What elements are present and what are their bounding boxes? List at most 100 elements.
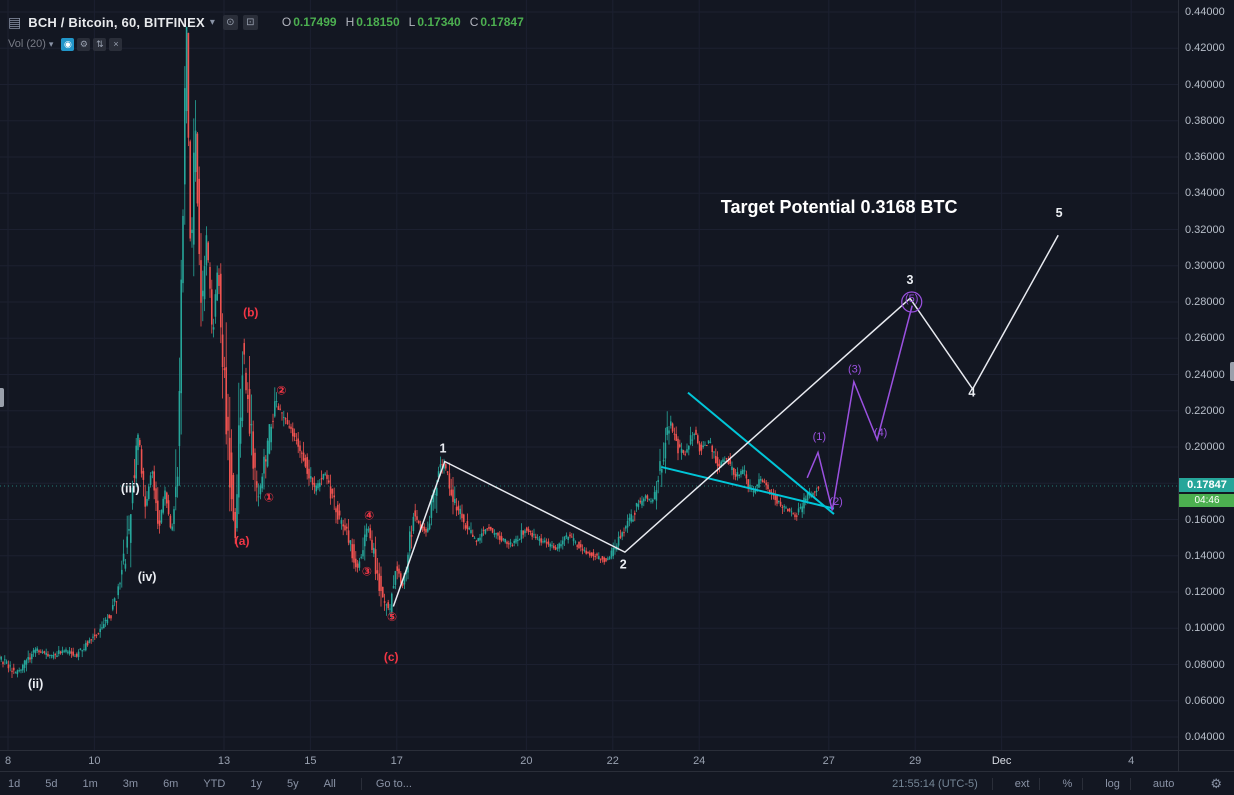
arrows-icon[interactable]: ⇅ <box>93 37 107 51</box>
goto-button[interactable]: Go to... <box>375 777 412 790</box>
close-icon[interactable]: × <box>109 37 123 51</box>
price-tick: 0.42000 <box>1185 42 1225 55</box>
price-tick: 0.38000 <box>1185 114 1225 127</box>
purple-elliott-path[interactable] <box>806 305 913 511</box>
clock[interactable]: 21:55:14 (UTC-5) <box>892 777 978 790</box>
compare-icon[interactable]: ⊙ <box>222 14 238 30</box>
purple-wave-label[interactable]: (3) <box>848 364 861 376</box>
range-button-1y[interactable]: 1y <box>250 777 262 790</box>
right-panel-handle[interactable] <box>1230 362 1234 381</box>
range-button-ytd[interactable]: YTD <box>203 777 226 790</box>
white-elliott-path[interactable] <box>392 234 1059 607</box>
divider <box>1039 777 1041 790</box>
time-tick: Dec <box>991 755 1012 767</box>
purple-wave-label[interactable]: (4) <box>874 427 887 439</box>
price-tick: 0.08000 <box>1185 658 1225 671</box>
candle-countdown-badge: 04:46 <box>1179 494 1234 508</box>
range-button-all[interactable]: All <box>323 777 336 790</box>
white-wave-label[interactable]: 2 <box>620 557 627 571</box>
indicator-row: Vol (20) ▾ ◉ ⚙ ⇅ × <box>8 37 125 51</box>
bottom-toolbar: 1d 5d 1m 3m 6m YTD 1y 5y All Go to... 21… <box>0 771 1234 795</box>
divider <box>360 777 362 790</box>
red-wave-label[interactable]: (a) <box>235 534 250 548</box>
symbol-title[interactable]: BCH / Bitcoin, 60, BITFINEX <box>28 14 205 30</box>
snapshot-icon[interactable]: ⊡ <box>242 14 258 30</box>
current-price-badge: 0.17847 <box>1179 478 1234 493</box>
price-tick: 0.10000 <box>1185 622 1225 635</box>
red-wave-label[interactable]: (c) <box>384 650 399 664</box>
time-tick: 24 <box>693 755 706 767</box>
red-wave-label[interactable]: ① <box>264 490 274 504</box>
time-tick: 17 <box>390 755 403 767</box>
price-tick: 0.30000 <box>1185 259 1225 272</box>
time-axis[interactable]: 8 10 13 15 17 20 22 24 27 29 Dec 4 <box>0 750 1178 772</box>
price-axis[interactable]: 0.17847 04:46 0.44000 0.42000 0.40000 0.380… <box>1178 0 1234 750</box>
left-panel-handle[interactable] <box>0 388 4 407</box>
price-tick: 0.26000 <box>1185 332 1225 345</box>
high-value: 0.18150 <box>356 15 400 29</box>
cyan-trendline[interactable] <box>660 465 835 510</box>
target-annotation[interactable]: Target Potential 0.3168 BTC <box>721 197 958 217</box>
white-wave-label[interactable]: 1 <box>440 441 447 455</box>
high-label: H <box>345 15 355 29</box>
red-wave-label[interactable]: ② <box>276 383 286 397</box>
axis-corner <box>1178 750 1234 772</box>
white-wave-label[interactable]: (iii) <box>121 481 140 495</box>
red-wave-label[interactable]: ⑤ <box>387 610 397 624</box>
purple-circle[interactable] <box>901 291 923 313</box>
red-wave-label[interactable]: ④ <box>364 509 374 523</box>
white-wave-label[interactable]: (ii) <box>28 677 43 691</box>
chart-pane[interactable]: (b) ② ① (a) ④ ③ ⑤ (c) (iii) (iv) (ii) 1 2 3 4 5 (1) (2) (3… <box>0 0 1178 750</box>
divider <box>1082 777 1084 790</box>
time-tick: 15 <box>304 755 317 767</box>
range-button-5d[interactable]: 5d <box>45 777 58 790</box>
range-button-3m[interactable]: 3m <box>122 777 139 790</box>
low-value: 0.17340 <box>417 15 461 29</box>
chevron-down-icon[interactable]: ▾ <box>209 16 215 28</box>
watchlist-menu-icon[interactable]: ▤ <box>8 13 22 30</box>
price-tick: 0.24000 <box>1185 368 1225 381</box>
white-wave-label[interactable]: 4 <box>968 385 975 399</box>
log-scale-toggle[interactable]: log <box>1105 777 1120 790</box>
price-tick: 0.22000 <box>1185 404 1225 417</box>
range-button-1m[interactable]: 1m <box>82 777 98 790</box>
chevron-down-icon[interactable]: ▾ <box>48 38 54 49</box>
price-tick: 0.44000 <box>1185 6 1225 18</box>
open-value: 0.17499 <box>293 15 337 29</box>
range-button-5y[interactable]: 5y <box>286 777 299 790</box>
price-tick: 0.32000 <box>1185 223 1225 236</box>
ohlc-readout: O 0.17499 H 0.18150 L 0.17340 C 0.17847 <box>273 15 524 29</box>
time-tick: 29 <box>909 755 922 767</box>
price-tick: 0.06000 <box>1185 694 1225 707</box>
purple-wave-label[interactable]: (5) <box>905 293 918 305</box>
time-tick: 27 <box>822 755 835 767</box>
purple-wave-label[interactable]: (1) <box>813 431 826 443</box>
close-value: 0.17847 <box>480 15 524 29</box>
cyan-trendline[interactable] <box>687 391 835 515</box>
auto-scale-toggle[interactable]: auto <box>1152 777 1175 790</box>
percent-scale-toggle[interactable]: % <box>1062 777 1073 790</box>
low-label: L <box>408 15 416 29</box>
grid <box>0 0 1178 750</box>
ext-toggle[interactable]: ext <box>1014 777 1030 790</box>
price-tick: 0.40000 <box>1185 78 1225 91</box>
red-wave-label[interactable]: (b) <box>243 306 258 320</box>
time-tick: 20 <box>520 755 533 767</box>
time-tick: 4 <box>1128 755 1135 767</box>
range-button-6m[interactable]: 6m <box>163 777 179 790</box>
purple-wave-label[interactable]: (2) <box>829 496 842 508</box>
range-button-1d[interactable]: 1d <box>8 777 21 790</box>
eye-icon[interactable]: ◉ <box>61 37 75 51</box>
gear-icon[interactable]: ⚙ <box>1210 775 1222 791</box>
white-wave-label[interactable]: 5 <box>1056 206 1063 220</box>
divider <box>1129 777 1131 790</box>
open-label: O <box>281 15 292 29</box>
white-wave-label[interactable]: 3 <box>907 273 914 287</box>
indicator-label[interactable]: Vol (20) <box>8 38 46 50</box>
candlestick-chart[interactable]: (b) ② ① (a) ④ ③ ⑤ (c) (iii) (iv) (ii) 1 2 3 4 5 (1) (2) (3… <box>0 0 1178 750</box>
white-wave-label[interactable]: (iv) <box>138 570 157 584</box>
price-tick: 0.36000 <box>1185 151 1225 163</box>
red-wave-label[interactable]: ③ <box>362 565 372 579</box>
gear-icon[interactable]: ⚙ <box>77 37 91 51</box>
